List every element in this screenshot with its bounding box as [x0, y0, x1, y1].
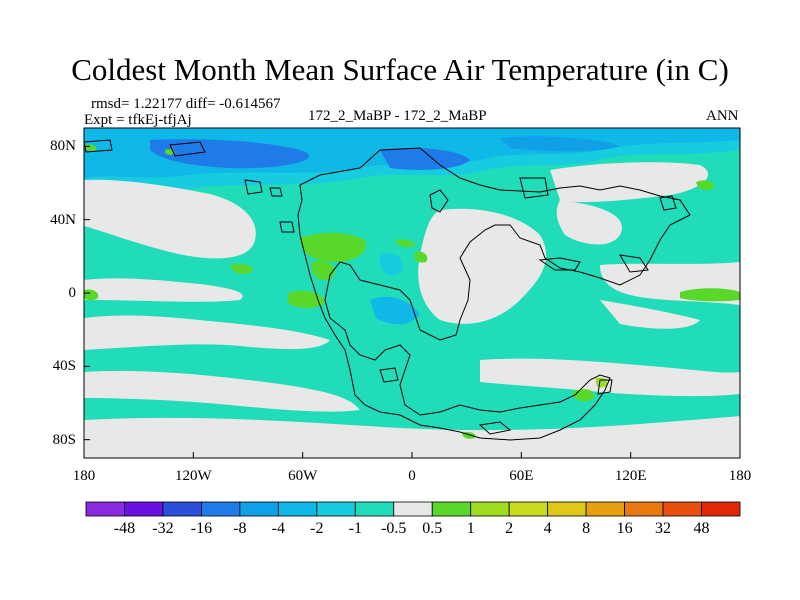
- colorbar-label: 0.5: [422, 520, 443, 537]
- colorbar-swatch: [354, 501, 395, 517]
- map-title: Coldest Month Mean Surface Air Temperatu…: [71, 52, 729, 87]
- colorbar-swatch: [585, 501, 625, 517]
- season-label: ANN: [706, 108, 739, 124]
- colorbar-label: 4: [543, 520, 552, 537]
- lon-tick-label: 60W: [288, 468, 318, 484]
- longitude-ticks: [83, 452, 741, 458]
- colorbar-label: 16: [616, 520, 633, 537]
- lon-tick-label: 60E: [509, 468, 534, 484]
- latitude-ticks: [84, 145, 90, 441]
- comparison-label: 172_2_MaBP - 172_2_MaBP: [308, 108, 487, 124]
- colorbar-swatch: [85, 501, 125, 517]
- lat-tick-label: 80N: [50, 138, 76, 155]
- colorbar-label: -1: [348, 520, 362, 537]
- experiment-line: Expt = tfkEj-tfjAj: [84, 112, 192, 128]
- colorbar-label: 32: [655, 520, 672, 537]
- colorbar-swatch: [162, 501, 202, 517]
- temperature-field: [84, 128, 740, 458]
- colorbar: [85, 501, 741, 517]
- colorbar-swatch: [277, 501, 318, 517]
- colorbar-label: -8: [233, 520, 247, 537]
- colorbar-label: -0.5: [381, 520, 407, 537]
- colorbar-label: 8: [582, 520, 591, 537]
- colorbar-label: 2: [505, 520, 514, 537]
- stats-line: rmsd= 1.22177 diff= -0.614567: [91, 96, 281, 112]
- colorbar-swatch: [201, 501, 241, 517]
- colorbar-swatch: [547, 501, 587, 517]
- colorbar-swatch: [662, 501, 702, 517]
- colorbar-label: -4: [271, 520, 286, 537]
- lon-tick-label: 180: [728, 468, 752, 484]
- lon-tick-label: 120E: [614, 468, 647, 484]
- colorbar-label: -48: [113, 520, 136, 537]
- lon-tick-label: 0: [408, 468, 416, 484]
- colorbar-swatch: [470, 501, 510, 517]
- lat-tick-label: 80S: [52, 431, 76, 448]
- lat-tick-label: 0: [68, 285, 77, 301]
- colorbar-label: -32: [152, 520, 174, 537]
- colorbar-label: 1: [466, 520, 475, 537]
- colorbar-swatch: [701, 501, 741, 517]
- colorbar-label: 48: [693, 520, 710, 537]
- lat-tick-label: 40N: [50, 211, 76, 228]
- colorbar-swatch: [624, 501, 664, 517]
- colorbar-swatch: [239, 501, 279, 517]
- colorbar-label: -2: [310, 520, 324, 537]
- colorbar-swatch: [316, 501, 356, 517]
- colorbar-swatch: [124, 501, 164, 517]
- colorbar-label: -16: [190, 520, 213, 537]
- coastlines: [84, 139, 691, 441]
- colorbar-swatch: [431, 501, 472, 517]
- lat-tick-label: 40S: [52, 358, 76, 375]
- colorbar-swatch: [508, 501, 549, 517]
- colorbar-swatch: [393, 501, 433, 517]
- lon-tick-label: 180: [72, 468, 96, 484]
- lon-tick-label: 120W: [174, 468, 212, 484]
